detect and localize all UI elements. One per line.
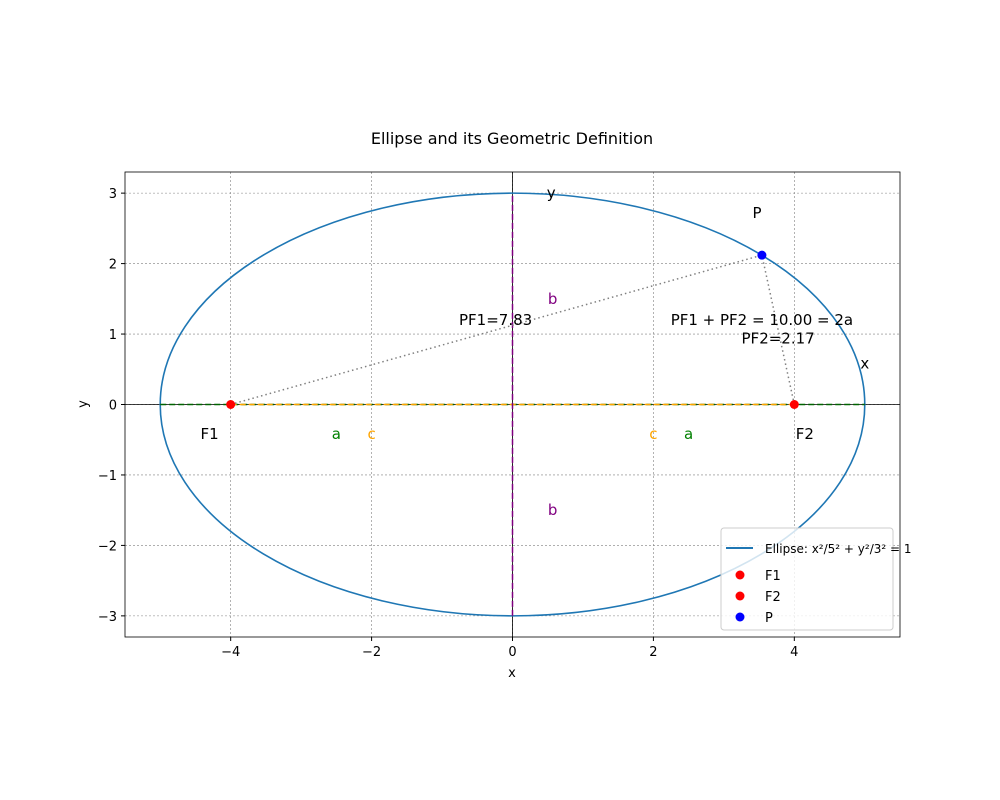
- y-tick-label: 1: [109, 328, 117, 343]
- y-axis-label: y: [76, 400, 91, 408]
- legend-label: F2: [765, 590, 781, 605]
- y-tick-label: −2: [98, 539, 117, 554]
- annotation: PF1 + PF2 = 10.00 = 2a: [671, 311, 853, 329]
- annotation: PF1=7.83: [459, 311, 532, 329]
- annotation: x: [860, 355, 869, 373]
- chart-title: Ellipse and its Geometric Definition: [371, 129, 653, 148]
- y-tick-label: −3: [98, 610, 117, 625]
- point-p: [757, 250, 767, 260]
- y-tick-label: 2: [109, 258, 117, 273]
- plot-frame: [124, 171, 901, 638]
- annotation: c: [367, 425, 375, 443]
- segment-4: [761, 254, 796, 405]
- legend-marker-dot: [735, 612, 745, 622]
- x-tick-label: 2: [649, 645, 657, 660]
- x-tick-label: 4: [790, 645, 798, 660]
- legend-label: Ellipse: x²/5² + y²/3² = 1: [765, 542, 912, 556]
- legend-marker-dot: [735, 591, 745, 601]
- y-tick-label: 3: [109, 187, 117, 202]
- annotation: a: [684, 425, 693, 443]
- point-f1: [226, 400, 236, 409]
- segment-3: [230, 254, 763, 406]
- annotation: a: [332, 425, 341, 443]
- x-tick-label: −2: [362, 645, 381, 660]
- y-tick-label: −1: [98, 469, 117, 484]
- point-f2: [789, 400, 799, 409]
- legend-box: [720, 527, 894, 631]
- annotation: F1: [200, 425, 218, 443]
- legend-label: P: [765, 611, 773, 626]
- x-tick-label: 0: [508, 645, 516, 660]
- annotation: c: [649, 425, 657, 443]
- y-tick-label: 0: [109, 399, 117, 414]
- x-tick-label: −4: [221, 645, 240, 660]
- annotation: F2: [796, 425, 814, 443]
- annotation: y: [547, 184, 556, 202]
- legend-label: F1: [765, 569, 781, 584]
- annotation: b: [548, 501, 558, 519]
- legend-marker-dot: [735, 570, 745, 580]
- annotation: PF2=2.17: [742, 329, 815, 347]
- annotation: P: [752, 204, 761, 222]
- x-axis-label: x: [508, 666, 516, 681]
- annotation: b: [548, 290, 558, 308]
